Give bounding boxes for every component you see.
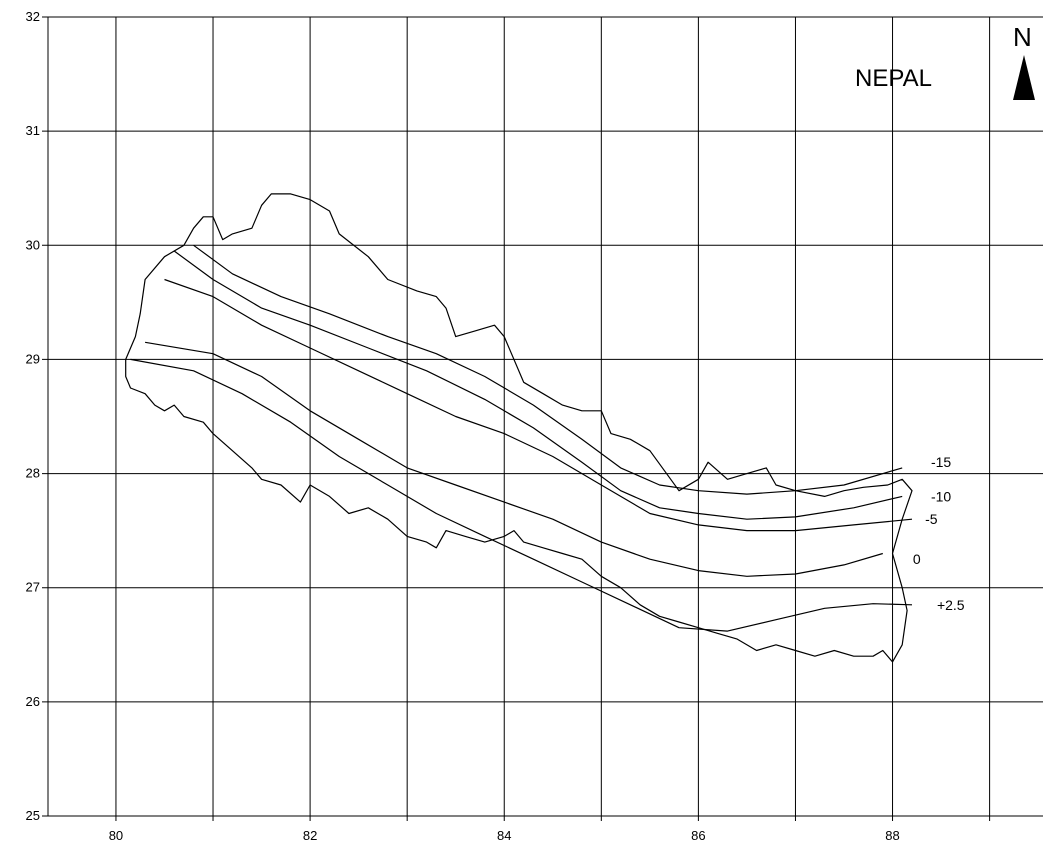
nepal-boundary bbox=[125, 193, 913, 663]
x-tick-label: 80 bbox=[109, 828, 123, 843]
x-tick-label: 88 bbox=[885, 828, 899, 843]
y-tick-label: 29 bbox=[26, 351, 40, 366]
contour-line-+2.5 bbox=[130, 358, 913, 632]
y-tick-label: 26 bbox=[26, 694, 40, 709]
contour-line--15 bbox=[193, 244, 903, 495]
y-tick-label: 27 bbox=[26, 580, 40, 595]
contour-label: -10 bbox=[931, 488, 951, 504]
contour-label: +2.5 bbox=[937, 597, 965, 613]
y-tick-label: 32 bbox=[26, 9, 40, 24]
north-arrow-label: N bbox=[1013, 22, 1032, 52]
x-tick-label: 84 bbox=[497, 828, 511, 843]
x-tick-label: 82 bbox=[303, 828, 317, 843]
contour-label: -5 bbox=[925, 511, 938, 527]
contour-line--10 bbox=[173, 250, 903, 520]
y-tick-label: 30 bbox=[26, 237, 40, 252]
nepal-boundary-layer bbox=[125, 193, 913, 663]
x-tick-label: 86 bbox=[691, 828, 705, 843]
north-arrow-icon bbox=[1013, 55, 1035, 100]
contour-label: 0 bbox=[913, 551, 921, 567]
y-tick-label: 31 bbox=[26, 123, 40, 138]
y-tick-label: 28 bbox=[26, 466, 40, 481]
north-arrow: N bbox=[1013, 22, 1035, 100]
map-title: NEPAL bbox=[855, 65, 932, 92]
contour-label: -15 bbox=[931, 454, 951, 470]
coordinate-grid bbox=[42, 16, 1043, 821]
contour-line-0 bbox=[145, 341, 883, 577]
contour-line--5 bbox=[164, 278, 913, 532]
y-tick-label: 25 bbox=[26, 808, 40, 823]
contour-lines: -15 -10 -5 0 +2.5 bbox=[130, 244, 965, 632]
axis-tick-labels: 80 82 84 86 88 25 26 27 28 29 30 31 32 bbox=[26, 9, 900, 843]
